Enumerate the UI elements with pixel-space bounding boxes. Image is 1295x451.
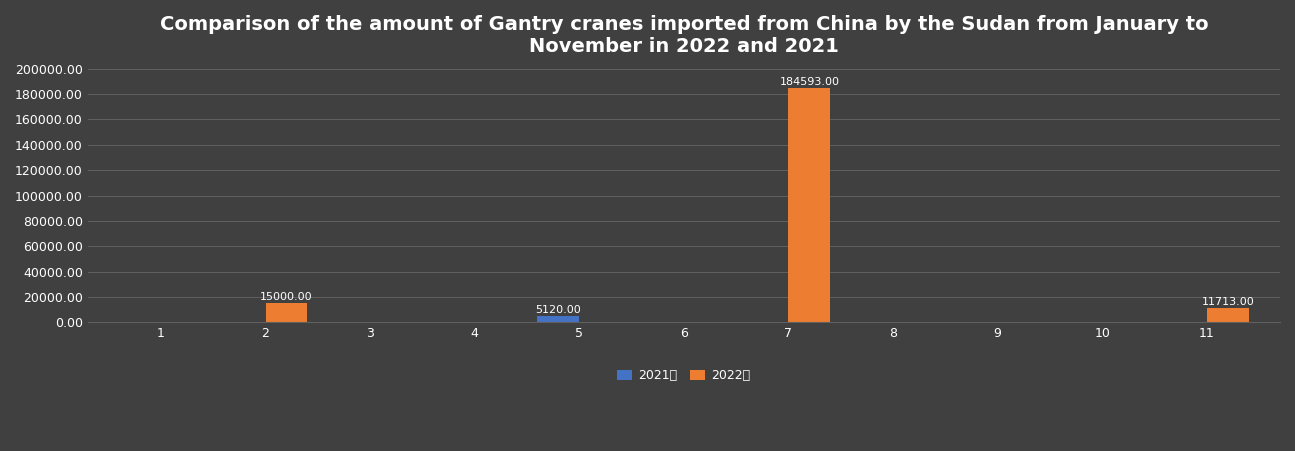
- Bar: [537, 316, 579, 322]
- Legend: 2021年, 2022年: 2021年, 2022年: [613, 364, 755, 387]
- Text: 11713.00: 11713.00: [1202, 297, 1254, 307]
- Text: 5120.00: 5120.00: [536, 305, 581, 315]
- Text: 15000.00: 15000.00: [260, 292, 313, 303]
- Bar: [265, 304, 307, 322]
- Text: 184593.00: 184593.00: [780, 77, 839, 87]
- Title: Comparison of the amount of Gantry cranes imported from China by the Sudan from : Comparison of the amount of Gantry crane…: [159, 15, 1208, 56]
- Bar: [1207, 308, 1248, 322]
- Bar: [789, 88, 830, 322]
